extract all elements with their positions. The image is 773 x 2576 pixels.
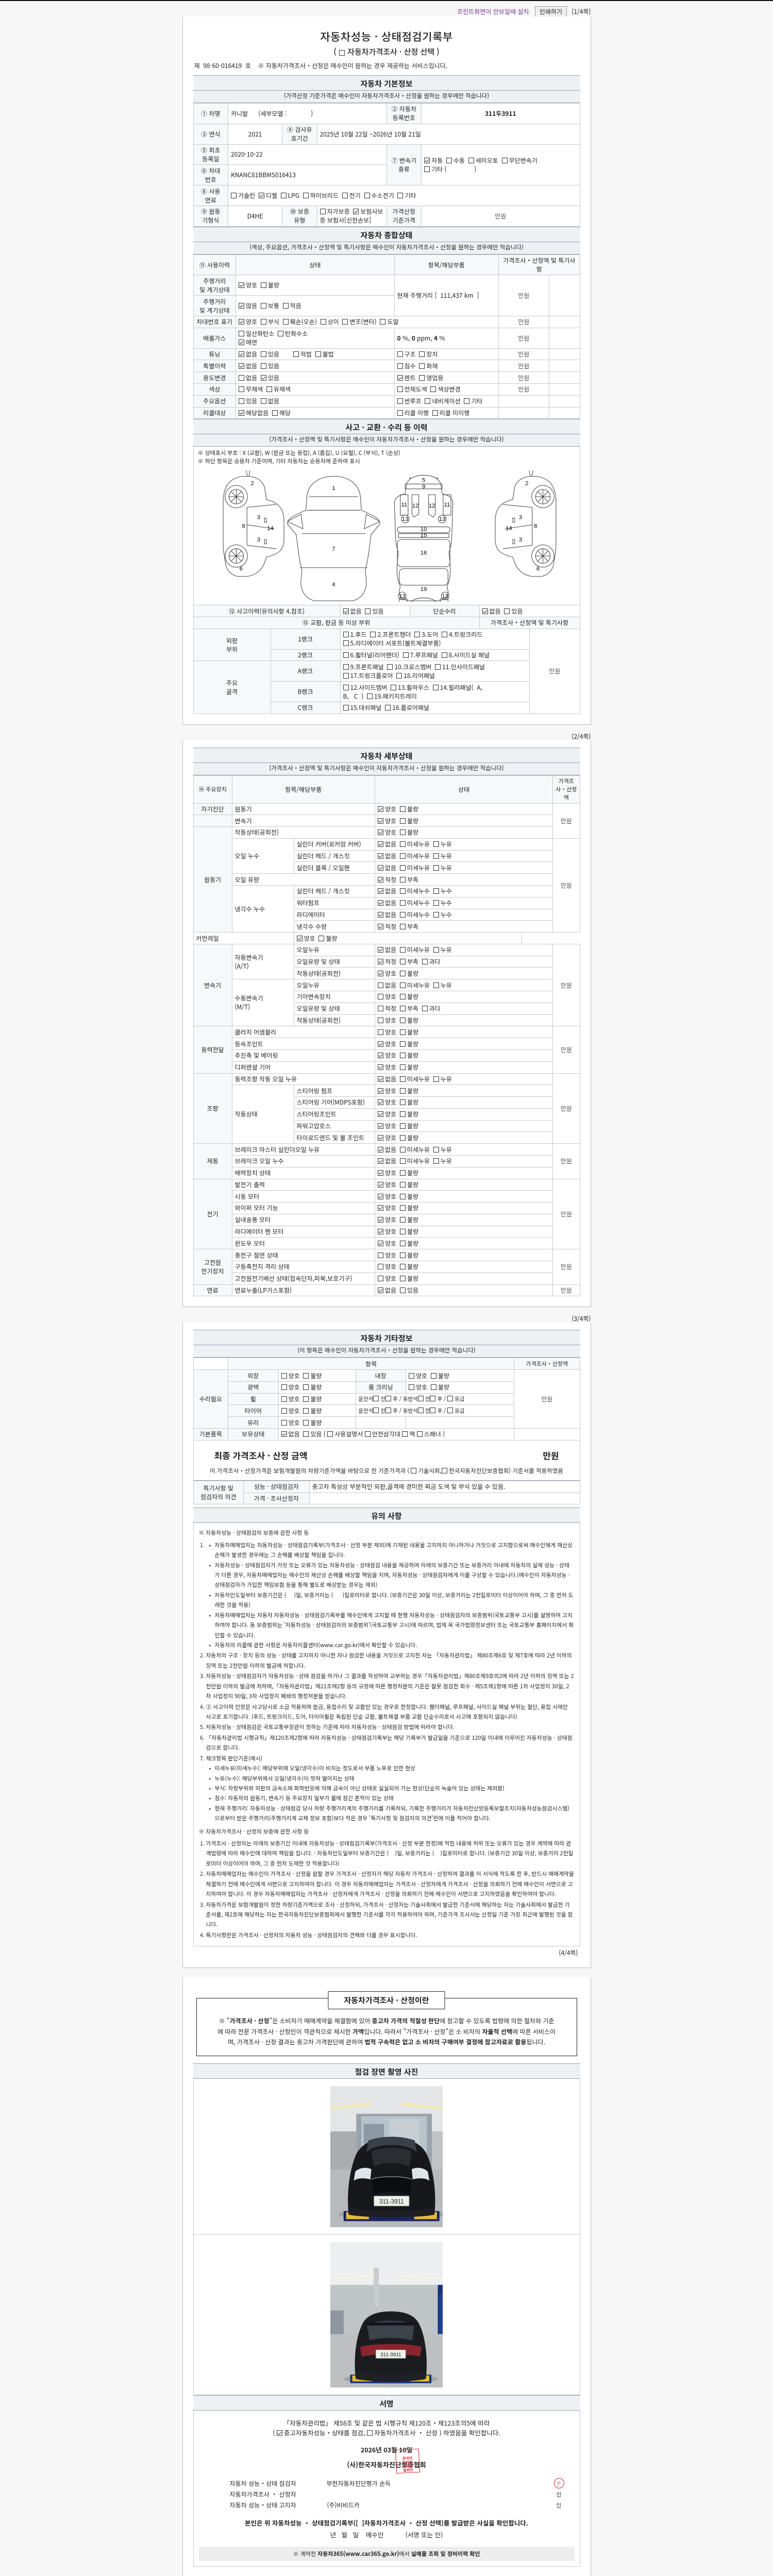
svg-text:311-3911: 311-3911 <box>380 2352 401 2358</box>
svg-text:13: 13 <box>439 517 445 523</box>
svg-text:2: 2 <box>525 481 528 487</box>
svg-text:3: 3 <box>257 537 260 543</box>
svg-text:11: 11 <box>401 502 407 508</box>
svg-text:2: 2 <box>250 481 254 487</box>
svg-text:3: 3 <box>257 515 260 521</box>
svg-text:19: 19 <box>420 587 427 593</box>
svg-text:9: 9 <box>422 484 425 490</box>
svg-text:8: 8 <box>534 523 537 530</box>
svg-text:11: 11 <box>444 502 450 508</box>
svg-text:3: 3 <box>518 515 522 521</box>
svg-text:14: 14 <box>267 526 274 532</box>
svg-text:13: 13 <box>401 517 408 523</box>
svg-text:4: 4 <box>332 582 335 588</box>
svg-text:12: 12 <box>428 503 435 509</box>
svg-text:3: 3 <box>518 537 522 543</box>
svg-text:7: 7 <box>332 546 335 552</box>
svg-text:311-3911: 311-3911 <box>379 2198 404 2205</box>
svg-text:12: 12 <box>412 503 418 509</box>
svg-text:5: 5 <box>422 478 425 484</box>
svg-text:10: 10 <box>420 527 427 533</box>
svg-text:6: 6 <box>536 566 539 572</box>
svg-text:13: 13 <box>399 594 406 600</box>
svg-text:6: 6 <box>239 566 242 572</box>
svg-text:14: 14 <box>506 526 512 532</box>
svg-text:13: 13 <box>442 594 448 600</box>
svg-text:1: 1 <box>332 485 335 492</box>
svg-text:8: 8 <box>242 523 245 530</box>
svg-text:15: 15 <box>420 533 427 539</box>
svg-text:16: 16 <box>420 550 427 556</box>
